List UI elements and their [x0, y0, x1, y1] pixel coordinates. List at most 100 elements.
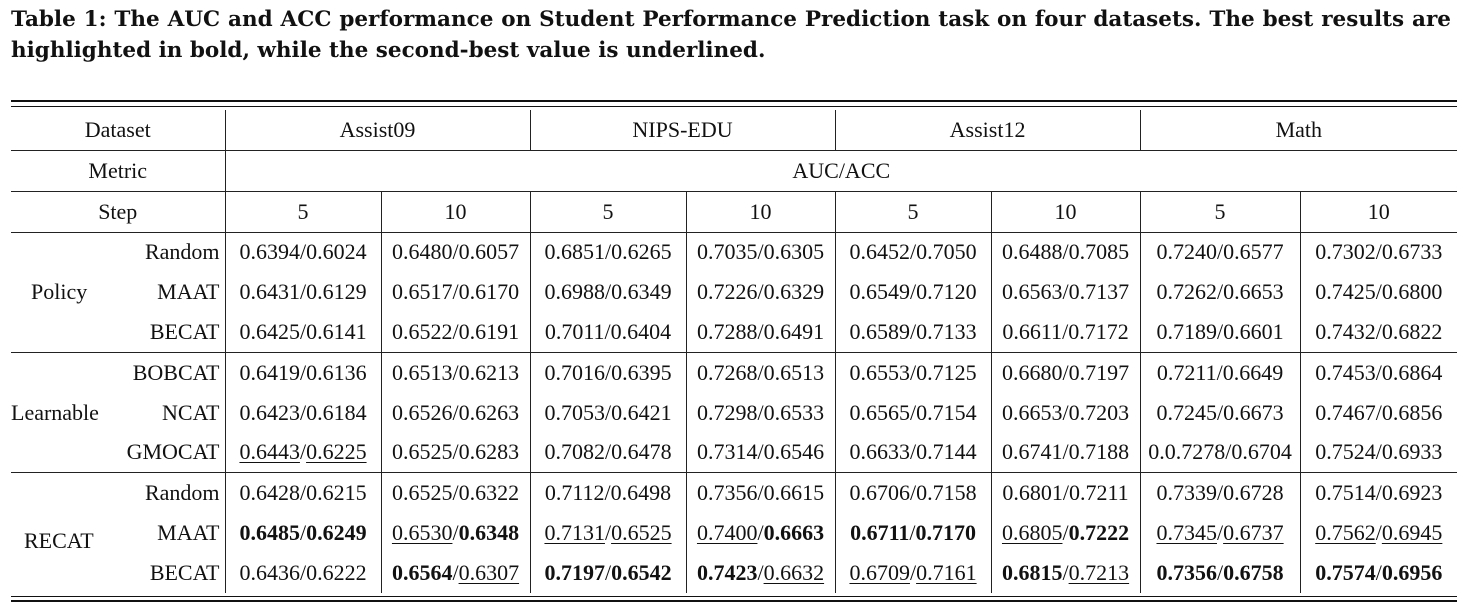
auc-value: 0.7432: [1315, 319, 1376, 345]
auc-value: 0.7226: [696, 279, 758, 305]
step-value: 10: [990, 191, 1141, 233]
metric-cell: 0.6423/0.6184: [224, 392, 381, 433]
table-caption: Table 1: The AUC and ACC performance on …: [11, 4, 1451, 66]
metric-value: AUC/ACC: [224, 150, 1458, 192]
auc-value: 0.7400: [696, 520, 758, 546]
separator: /: [1375, 319, 1382, 345]
metric-cell: 0.6485/0.6249: [224, 513, 381, 553]
separator: /: [1216, 399, 1224, 425]
bottom-rule-thick: [11, 600, 1457, 603]
separator: /: [1062, 359, 1069, 385]
acc-value: 0.6404: [610, 319, 672, 345]
metric-cell: 0.7400/0.6663: [685, 513, 836, 553]
auc-value: 0.7268: [696, 359, 758, 385]
row-label-cell: RECAT MAAT: [11, 513, 225, 553]
metric-cell: 0.6633/0.7144: [834, 432, 992, 473]
acc-value: 0.6395: [611, 359, 672, 385]
auc-value: 0.7035: [696, 239, 758, 265]
separator: /: [452, 439, 459, 465]
separator: /: [604, 279, 612, 305]
metric-cell: 0.7425/0.6800: [1299, 272, 1458, 313]
separator: /: [909, 319, 917, 345]
acc-value: 0.6923: [1381, 480, 1443, 506]
auc-value: 0.6525: [391, 439, 453, 465]
acc-value: 0.6170: [458, 279, 520, 305]
metric-cell: 0.7562/0.6945: [1299, 513, 1458, 553]
acc-value: 0.6513: [763, 359, 825, 385]
method-name: BECAT: [149, 319, 220, 345]
auc-value: 0.6443: [239, 439, 300, 465]
separator: /: [299, 279, 307, 305]
metric-cell: 0.6428/0.6215: [224, 472, 381, 514]
metric-cell: 0.7011/0.6404: [529, 312, 687, 353]
auc-value: 0.7298: [696, 399, 758, 425]
metric-cell: 0.6741/0.7188: [990, 432, 1141, 473]
auc-value: 0.7524: [1315, 439, 1376, 465]
metric-cell: 0.7314/0.6546: [685, 432, 836, 473]
auc-value: 0.7131: [544, 520, 605, 546]
group-label: RECAT: [24, 528, 94, 553]
separator: /: [299, 480, 307, 506]
separator: /: [604, 559, 612, 585]
row-label-cell: BECAT: [11, 312, 225, 352]
acc-value: 0.6222: [306, 559, 367, 585]
auc-value: 0.6513: [391, 359, 453, 385]
metric-cell: 0.7082/0.6478: [529, 432, 687, 473]
separator: /: [757, 239, 764, 265]
acc-value: 0.7170: [915, 520, 976, 546]
auc-value: 0.6394: [239, 239, 300, 265]
acc-value: 0.6421: [611, 399, 672, 425]
auc-value: 0.6525: [391, 480, 453, 506]
metric-cell: 0.7302/0.6733: [1299, 231, 1458, 273]
separator: /: [1062, 480, 1069, 506]
acc-value: 0.6546: [763, 439, 825, 465]
metric-cell: 0.7016/0.6395: [529, 351, 687, 393]
row-label-cell: Policy MAAT: [11, 272, 225, 312]
separator: /: [604, 239, 612, 265]
acc-value: 0.6184: [306, 399, 367, 425]
separator: /: [1216, 520, 1224, 546]
step-value: 5: [529, 191, 687, 233]
method-name: MAAT: [157, 279, 220, 305]
auc-value: 0.6428: [239, 480, 300, 506]
table-row: Random 0.6428/0.6215 0.6525/0.6322 0.7112/0…: [11, 472, 1458, 514]
metric-cell: 0.6526/0.6263: [380, 392, 531, 433]
method-name: BECAT: [149, 559, 220, 585]
acc-value: 0.6933: [1381, 439, 1443, 465]
separator: /: [1216, 239, 1224, 265]
acc-value: 0.6305: [763, 239, 825, 265]
separator: /: [1375, 520, 1382, 546]
metric-cell: 0.7288/0.6491: [685, 312, 836, 353]
metric-cell: 0.6709/0.7161: [834, 552, 992, 593]
metric-cell: 0.6801/0.7211: [990, 472, 1141, 514]
metric-cell: 0.6513/0.6213: [380, 351, 531, 393]
step-value: 10: [380, 191, 531, 233]
method-name: Random: [144, 239, 220, 265]
acc-value: 0.7188: [1068, 439, 1130, 465]
auc-value: 0.7562: [1315, 520, 1376, 546]
acc-value: 0.6758: [1223, 559, 1284, 585]
separator: /: [452, 359, 459, 385]
separator: /: [757, 559, 764, 585]
metric-cell: 0.7035/0.6305: [685, 231, 836, 273]
acc-value: 0.7172: [1068, 319, 1129, 345]
metric-cell: 0.7197/0.6542: [529, 552, 687, 593]
auc-value: 0.7211: [1156, 359, 1217, 385]
separator: /: [757, 279, 764, 305]
metric-cell: 0.6549/0.7120: [834, 272, 992, 313]
metric-cell: 0.7189/0.6601: [1139, 312, 1301, 353]
metric-cell: 0.6530/0.6348: [380, 513, 531, 553]
auc-value: 0.6522: [391, 319, 453, 345]
step-value: 5: [1139, 191, 1301, 233]
acc-value: 0.6349: [611, 279, 672, 305]
auc-value: 0.7245: [1156, 399, 1217, 425]
auc-value: 0.7425: [1315, 279, 1376, 305]
metric-cell: 0.6805/0.7222: [990, 513, 1141, 553]
separator: /: [299, 399, 307, 425]
auc-value: 0.6423: [239, 399, 300, 425]
auc-value: 0.6851: [544, 239, 605, 265]
method-name: Random: [144, 480, 220, 506]
metric-cell: 0.7453/0.6864: [1299, 351, 1458, 393]
acc-value: 0.6728: [1223, 480, 1284, 506]
auc-value: 0.6436: [239, 559, 300, 585]
